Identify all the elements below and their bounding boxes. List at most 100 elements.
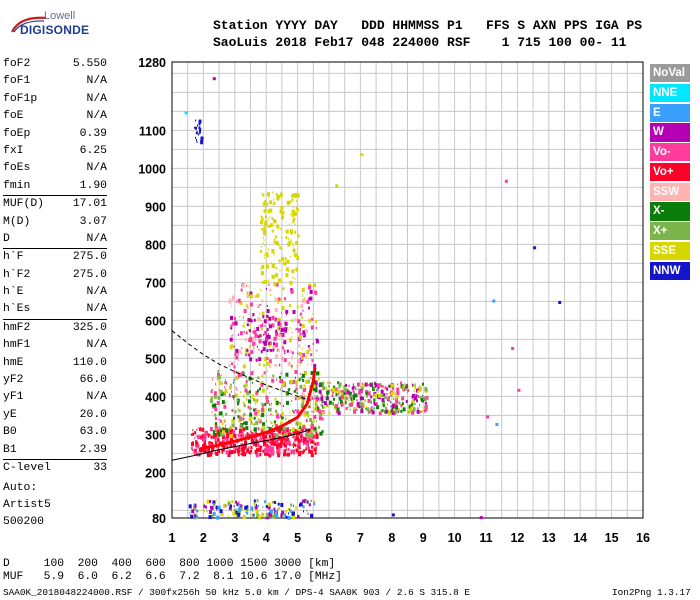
echo-point [246, 391, 250, 396]
echo-point [302, 378, 305, 382]
echo-point [311, 396, 314, 400]
echo-point [423, 397, 427, 402]
echo-point [253, 423, 255, 426]
echo-point [262, 506, 264, 509]
echo-point [302, 352, 306, 357]
echo-point [263, 208, 267, 213]
echo-point [238, 431, 241, 435]
echo-point [263, 194, 265, 197]
echo-point [229, 345, 233, 350]
echo-point [376, 405, 380, 410]
echo-point [267, 224, 270, 228]
echo-point [411, 400, 415, 405]
echo-point [328, 405, 330, 408]
echo-point [356, 382, 360, 387]
echo-point [215, 430, 217, 433]
echo-point [223, 404, 227, 409]
echo-point [216, 515, 220, 520]
echo-point [294, 409, 296, 412]
echo-point [350, 402, 354, 407]
echo-point [259, 387, 262, 391]
param-row: hmF1 N/A [3, 337, 107, 354]
echo-point [316, 406, 319, 410]
echo-point [267, 426, 269, 429]
echo-point [303, 440, 307, 445]
echo-point [298, 515, 300, 518]
param-name: h`F [3, 251, 24, 264]
echo-point [237, 508, 241, 513]
echo-point [414, 383, 416, 386]
echo-point [250, 438, 254, 443]
echo-point [203, 504, 206, 508]
echo-point [241, 352, 243, 355]
echo-point [260, 220, 264, 225]
echo-point [251, 381, 253, 384]
echo-point [272, 342, 275, 346]
echo-point [284, 352, 286, 355]
x-tick-label: 11 [479, 531, 492, 545]
echo-point [282, 382, 286, 387]
echo-point [243, 412, 246, 416]
echo-point [259, 453, 262, 457]
echo-point [424, 407, 428, 412]
echo-point [246, 398, 248, 401]
echo-point [191, 509, 195, 514]
echo-point [310, 402, 312, 405]
echo-point [273, 511, 275, 514]
echo-point [411, 383, 413, 386]
echo-point [240, 447, 243, 451]
echo-point [262, 322, 264, 325]
echo-point [394, 397, 398, 402]
echo-point [214, 441, 217, 445]
echo-point [244, 421, 248, 426]
param-row: MUF(D) 17.01 [3, 196, 107, 213]
echo-point [345, 383, 348, 387]
echo-point [220, 432, 224, 437]
echo-point [343, 392, 345, 395]
echo-point [305, 500, 308, 504]
echo-point [278, 416, 280, 419]
echo-point [347, 406, 349, 409]
echo-point [225, 378, 227, 381]
echo-point [281, 256, 285, 261]
echo-point [345, 391, 348, 395]
echo-point [228, 499, 230, 502]
echo-point [319, 382, 323, 387]
echo-point [311, 359, 314, 363]
echo-point [270, 348, 273, 352]
x-tick-label: 15 [605, 531, 619, 545]
echo-point [227, 501, 231, 506]
echo-point [290, 433, 292, 436]
echo-point [293, 217, 296, 221]
echo-point [394, 410, 398, 415]
echo-point [284, 297, 287, 301]
echo-point [290, 365, 293, 369]
echo-point [265, 512, 269, 517]
echo-point [261, 192, 263, 195]
echo-point [267, 408, 269, 411]
echo-point [293, 443, 296, 447]
echo-point [276, 332, 278, 335]
echo-point [275, 400, 279, 405]
echo-point [346, 390, 350, 395]
echo-point [244, 449, 246, 452]
echo-point [239, 300, 243, 305]
echo-point [280, 327, 284, 332]
echo-point [338, 382, 342, 387]
echo-point [254, 408, 257, 412]
echo-point [266, 314, 269, 318]
echo-point [278, 375, 281, 379]
echo-point [208, 515, 212, 520]
echo-point [246, 448, 250, 453]
echo-point [269, 435, 272, 439]
echo-point [408, 404, 412, 409]
echo-point [287, 440, 291, 445]
echo-point [275, 510, 278, 514]
echo-point [252, 394, 255, 398]
param-row: yF1 N/A [3, 389, 107, 406]
echo-point [292, 435, 295, 439]
echo-point [417, 389, 420, 393]
echo-point [479, 516, 483, 520]
echo-point [392, 410, 396, 415]
echo-point [331, 401, 334, 405]
